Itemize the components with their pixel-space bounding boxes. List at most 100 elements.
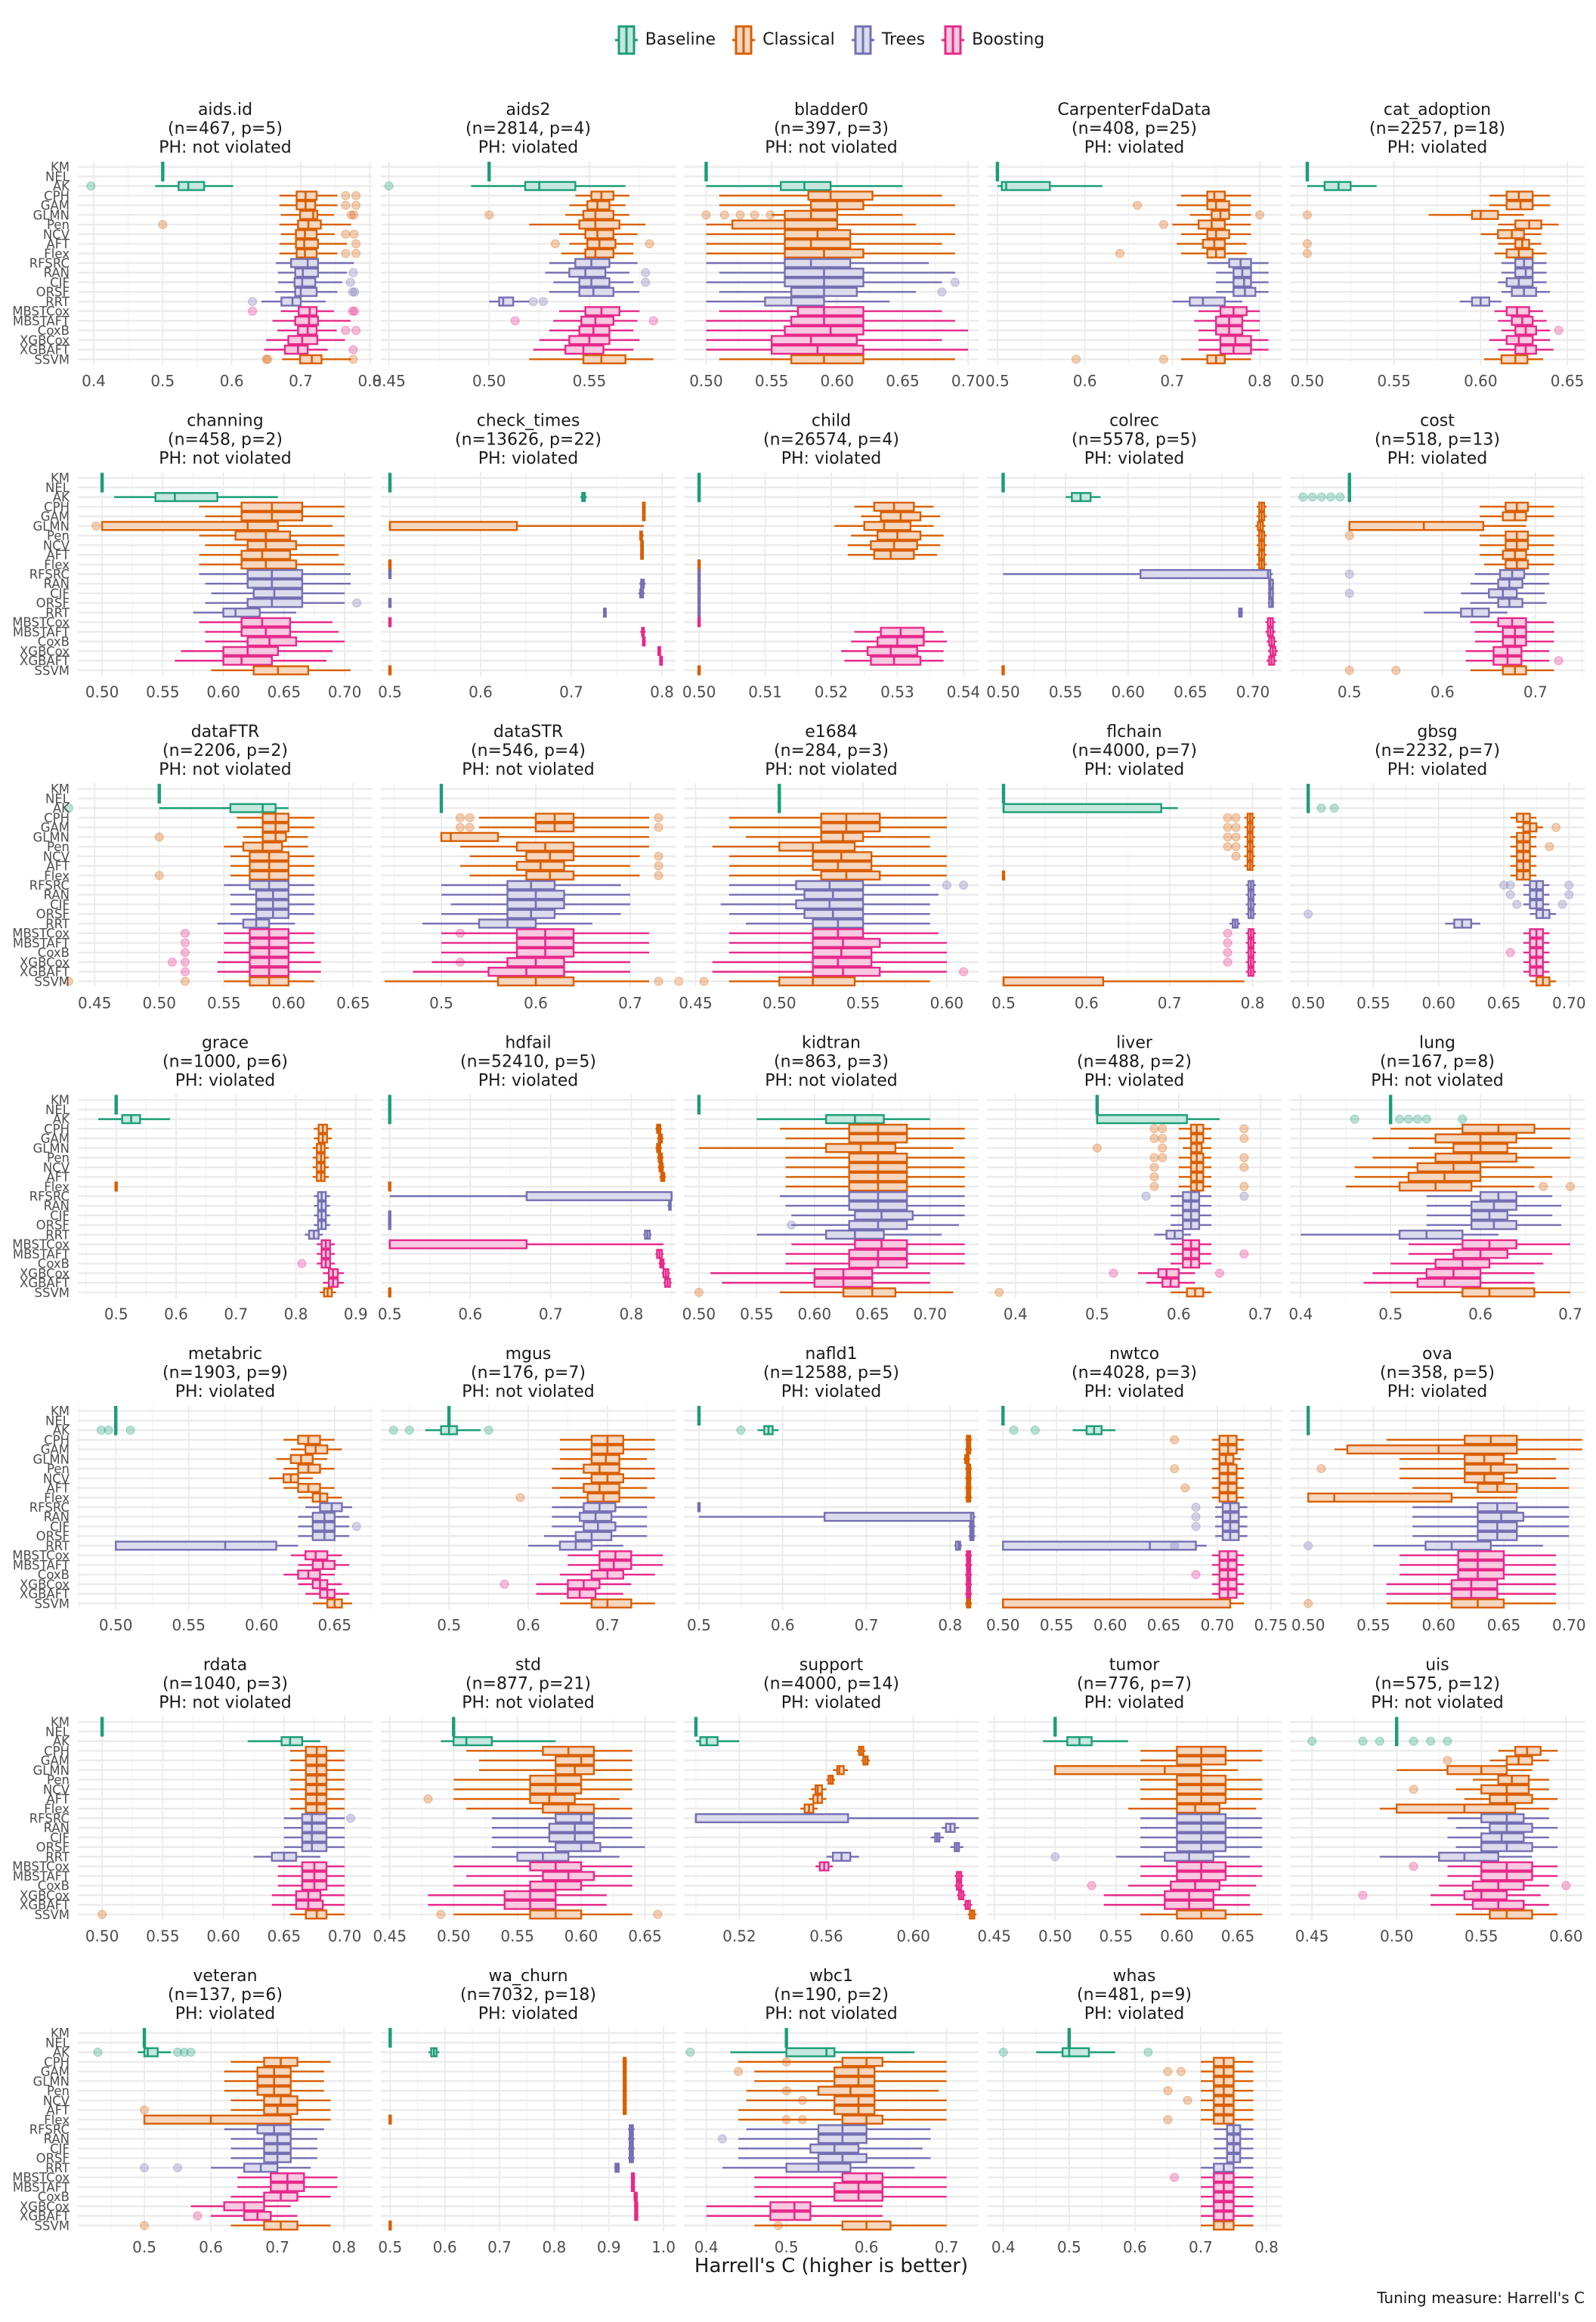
panel-subtitle: (n=12588, p=5) xyxy=(763,1364,899,1382)
boxplot-kidtran-cph xyxy=(779,1123,965,1134)
boxplot-e1684-mbstaft xyxy=(728,937,947,949)
panel-hdfail: hdfail(n=52410, p=5)PH: violated 0.5 0.6 0.… xyxy=(378,1034,676,1324)
boxplot-liver-xgbaft xyxy=(1146,1277,1195,1288)
boxplot-bladder0-glmn xyxy=(701,209,903,220)
boxplot-mgus-glmn xyxy=(559,1454,648,1464)
boxplot-support-mbstcox xyxy=(815,1861,834,1872)
boxplot-std-rfsrc xyxy=(491,1813,633,1824)
x-tick-label: 0.60 xyxy=(798,1305,832,1324)
legend-item-baseline[interactable]: Baseline xyxy=(614,25,716,55)
legend-item-trees[interactable]: Trees xyxy=(851,25,925,55)
boxplot-metabric-ran xyxy=(298,1512,350,1522)
boxplot-nafld1-rfsrc xyxy=(697,1502,701,1512)
outlier-point xyxy=(97,1909,107,1919)
outlier-point xyxy=(1344,665,1354,675)
boxplot-bladder0-xgbaft xyxy=(706,345,969,355)
y-tick-label: XGBAFT xyxy=(20,1898,70,1912)
boxplot-datastr-rrt xyxy=(422,918,592,929)
box-iqr xyxy=(295,229,318,240)
outlier-point xyxy=(1304,1599,1313,1608)
outlier-point xyxy=(349,229,359,239)
x-tick-label: 0.6 xyxy=(1431,683,1455,701)
y-tick-label: AFT xyxy=(46,2104,70,2118)
outlier-point xyxy=(699,977,709,986)
outlier-point xyxy=(1499,880,1509,890)
box-iqr xyxy=(1096,1114,1188,1125)
boxplot-std-xgbcox xyxy=(428,1890,607,1900)
y-tick-label: SSVM xyxy=(35,974,70,989)
box-iqr xyxy=(568,268,607,278)
y-tick-label: RAN xyxy=(44,1510,70,1525)
boxplot-hdfail-ssvm xyxy=(388,1287,391,1298)
boxplot-support-xgbcox xyxy=(957,1890,966,1900)
panel-ph-label: PH: not violated xyxy=(462,1694,595,1713)
box-iqr xyxy=(252,588,304,599)
box-iqr xyxy=(784,325,865,336)
outlier-point xyxy=(1564,880,1574,890)
box-iqr xyxy=(301,1842,328,1853)
boxplot-cat-adoption-ncv xyxy=(1480,229,1542,240)
boxplot-dataftr-pen xyxy=(224,841,308,852)
boxplot-carpenterfdadata-mbstaft xyxy=(1194,315,1260,327)
panel-datastr: dataSTR(n=546, p=4)PH: not violated 0.5 0.… xyxy=(381,723,676,1012)
boxplot-colrec-rfsrc xyxy=(1003,568,1273,580)
y-tick-label: XGBCox xyxy=(20,1577,70,1592)
boxplot-flchain-flex xyxy=(1001,870,1006,881)
outlier-point xyxy=(1302,249,1313,259)
boxplot-tumor-mbstaft xyxy=(1140,1871,1263,1881)
outlier-point xyxy=(1409,1785,1418,1794)
box-iqr xyxy=(555,1755,595,1766)
y-tick-label: NCV xyxy=(43,228,70,242)
y-tick-label: XGBAFT xyxy=(20,1587,70,1602)
outlier-point xyxy=(341,190,351,200)
outlier-point xyxy=(1316,803,1326,813)
boxplot-dataftr-cph xyxy=(237,813,315,823)
box-iqr xyxy=(388,1239,528,1249)
y-tick-label: NEL xyxy=(45,791,70,806)
boxplot-gbsg-ssvm xyxy=(1530,976,1557,986)
x-tick-label: 0.5 xyxy=(429,994,453,1012)
boxplot-child-xgbaft xyxy=(844,655,944,666)
box-iqr xyxy=(780,181,832,191)
legend-item-boosting[interactable]: Boosting xyxy=(942,25,1044,55)
panel-mgus: mgus(n=176, p=7)PH: not violated 0.5 0.6 0.… xyxy=(381,1345,676,1634)
legend-item-classical[interactable]: Classical xyxy=(732,25,835,55)
boxplot-kidtran-km xyxy=(697,1094,701,1105)
boxplot-aids2-cif xyxy=(553,277,651,288)
boxplot-nwtco-xgbcox xyxy=(1211,1579,1245,1590)
boxplot-flchain-aft xyxy=(1244,860,1255,872)
box-iqr xyxy=(524,181,577,191)
outlier-point xyxy=(1394,1114,1405,1124)
boxplot-nwtco-ran xyxy=(1191,1512,1248,1522)
box-iqr xyxy=(567,1589,597,1599)
boxplot-liver-gam xyxy=(1149,1133,1249,1144)
panel-subtitle: (n=458, p=2) xyxy=(168,431,283,450)
boxplot-aids-id-rfsrc xyxy=(276,258,354,268)
boxplot-wa-churn-coxb xyxy=(633,2191,639,2202)
panel-title: colrec xyxy=(1109,412,1159,431)
outlier-point xyxy=(1551,822,1561,832)
boxplot-carpenterfdadata-aft xyxy=(1177,238,1247,249)
x-tick-label: 0.50 xyxy=(1291,1616,1325,1634)
boxplot-hdfail-glmn xyxy=(655,1143,662,1153)
boxplot-e1684-mbstcox xyxy=(728,928,939,939)
y-tick-label: AK xyxy=(53,1423,70,1438)
box-iqr xyxy=(870,655,922,666)
boxplot-mgus-nel xyxy=(447,1415,451,1426)
boxplot-channing-gam xyxy=(205,511,345,522)
boxplot-cost-km xyxy=(1347,472,1351,483)
boxplot-std-pen xyxy=(453,1774,633,1785)
outlier-point xyxy=(180,948,190,958)
panel-flchain: flchain(n=4000, p=7)PH: violated 0.5 0.6 0.… xyxy=(987,723,1282,1012)
boxplot-cat-adoption-pen xyxy=(1498,219,1559,230)
panel-ph-label: PH: violated xyxy=(1387,760,1488,779)
box-iqr xyxy=(584,306,620,317)
box-iqr xyxy=(280,296,302,307)
y-tick-label: CIF xyxy=(50,1831,70,1845)
boxplot-dataftr-flex xyxy=(154,870,315,881)
boxplot-dataftr-gam xyxy=(237,822,315,833)
y-tick-label: GAM xyxy=(41,1132,70,1146)
boxplot-lung-nel xyxy=(1388,1104,1393,1115)
boxplot-kidtran-ran xyxy=(785,1200,965,1211)
boxplot-channing-aft xyxy=(199,550,339,560)
